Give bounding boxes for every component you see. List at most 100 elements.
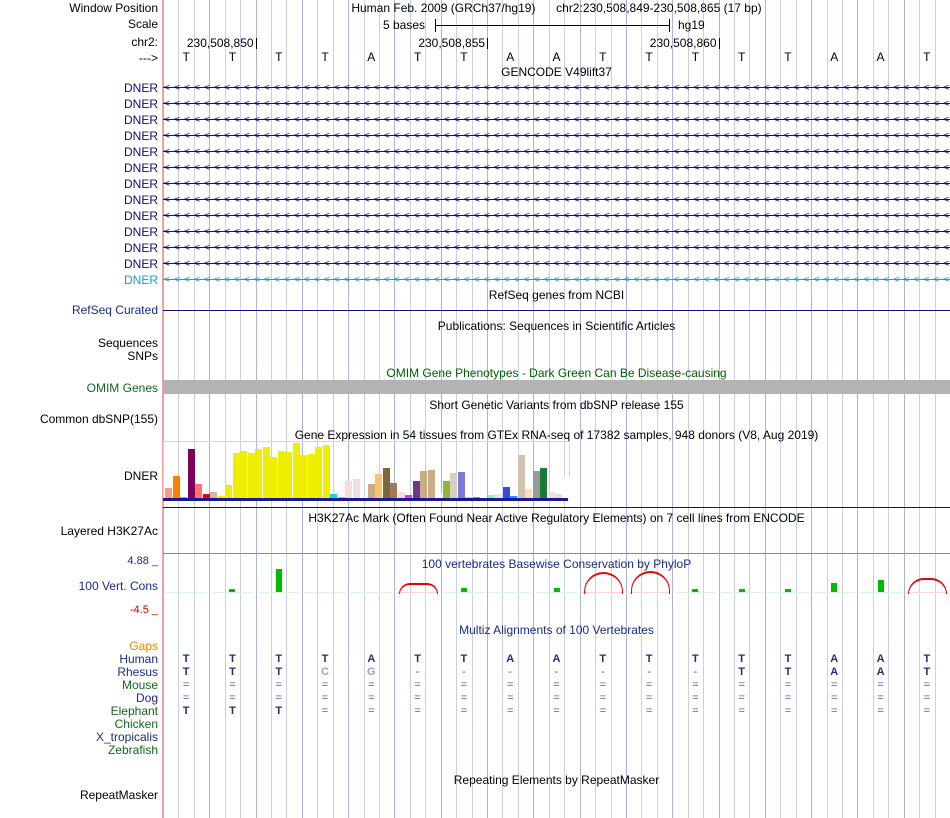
gtex-tissue-bar[interactable]	[518, 455, 525, 498]
gene-row[interactable]: <<<<<<<<<<<<<<<<<<<<<<<<<<<<<<<<<<<<<<<<…	[163, 209, 950, 223]
omim-gene-bar[interactable]	[163, 380, 950, 394]
gene-row[interactable]: <<<<<<<<<<<<<<<<<<<<<<<<<<<<<<<<<<<<<<<<…	[163, 177, 950, 191]
gtex-tissue-bar[interactable]	[180, 497, 187, 498]
sequences-label[interactable]: Sequences	[97, 336, 158, 350]
gtex-tissue-bar[interactable]	[338, 497, 345, 498]
gene-name-label[interactable]: DNER	[123, 177, 158, 191]
gtex-tissue-bar[interactable]	[218, 496, 225, 498]
gtex-tissue-bar[interactable]	[375, 474, 382, 498]
gtex-tissue-bar[interactable]	[428, 470, 435, 498]
h3k27ac-center-label[interactable]: H3K27Ac Mark (Often Found Near Active Re…	[308, 511, 805, 525]
species-label-x_tropicalis[interactable]: X_tropicalis	[95, 730, 158, 744]
gtex-tissue-bar[interactable]	[465, 497, 472, 498]
gene-row[interactable]: <<<<<<<<<<<<<<<<<<<<<<<<<<<<<<<<<<<<<<<<…	[163, 161, 950, 175]
gtex-tissue-bar[interactable]	[240, 451, 247, 498]
gencode-center-label[interactable]: GENCODE V49lift37	[501, 65, 612, 79]
gene-name-label[interactable]: DNER	[123, 113, 158, 127]
gene-name-label[interactable]: DNER	[123, 209, 158, 223]
gtex-tissue-bar[interactable]	[233, 453, 240, 498]
gtex-tissue-bar[interactable]	[548, 492, 555, 498]
gtex-tissue-bar[interactable]	[525, 489, 532, 498]
gene-name-label[interactable]: DNER	[123, 273, 158, 287]
omim-center-label[interactable]: OMIM Gene Phenotypes - Dark Green Can Be…	[386, 366, 727, 380]
gtex-tissue-bar[interactable]	[203, 494, 210, 498]
gtex-tissue-bar[interactable]	[390, 483, 397, 498]
gtex-tissue-bar[interactable]	[255, 449, 262, 498]
gtex-tissue-bar[interactable]	[413, 481, 420, 498]
gtex-tissue-bar[interactable]	[398, 492, 405, 498]
coordinate-ruler[interactable]: 230,508,850 230,508,855 230,508,860	[163, 36, 950, 52]
gene-name-label[interactable]: DNER	[123, 257, 158, 271]
publications-center-label[interactable]: Publications: Sequences in Scientific Ar…	[437, 319, 676, 333]
gtex-center-label[interactable]: Gene Expression in 54 tissues from GTEx …	[294, 428, 819, 442]
gtex-tissue-bar[interactable]	[293, 443, 300, 498]
gtex-tissue-bar[interactable]	[420, 471, 427, 498]
gtex-tissue-bar[interactable]	[308, 454, 315, 498]
refseq-curated-label[interactable]: RefSeq Curated	[71, 303, 158, 317]
gene-name-label[interactable]: DNER	[123, 81, 158, 95]
gtex-tissue-bar[interactable]	[195, 484, 202, 498]
common-dbsnp-label[interactable]: Common dbSNP(155)	[39, 412, 158, 426]
gene-name-label[interactable]: DNER	[123, 145, 158, 159]
gtex-tissue-bar[interactable]	[495, 494, 502, 498]
gtex-tissue-bar[interactable]	[165, 488, 172, 498]
gtex-tissue-bar[interactable]	[510, 496, 517, 498]
phylop-center-label[interactable]: 100 vertebrates Basewise Conservation by…	[421, 557, 692, 571]
species-label-rhesus[interactable]: Rhesus	[117, 665, 158, 679]
snps-label[interactable]: SNPs	[127, 349, 158, 363]
gtex-tissue-bar[interactable]	[383, 468, 390, 498]
gene-row[interactable]: <<<<<<<<<<<<<<<<<<<<<<<<<<<<<<<<<<<<<<<<…	[163, 81, 950, 95]
gene-row[interactable]: <<<<<<<<<<<<<<<<<<<<<<<<<<<<<<<<<<<<<<<<…	[163, 145, 950, 159]
gtex-tissue-bar[interactable]	[488, 495, 495, 498]
gtex-tissue-bar[interactable]	[360, 497, 367, 498]
gene-name-label[interactable]: DNER	[123, 193, 158, 207]
gtex-tissue-bar[interactable]	[563, 477, 570, 498]
gtex-tissue-bar[interactable]	[458, 472, 465, 498]
gtex-tissue-bar[interactable]	[435, 493, 442, 498]
gtex-tissue-bar[interactable]	[540, 468, 547, 498]
gene-row[interactable]: <<<<<<<<<<<<<<<<<<<<<<<<<<<<<<<<<<<<<<<<…	[163, 257, 950, 271]
gtex-tissue-bar[interactable]	[345, 481, 352, 498]
multiz-center-label[interactable]: Multiz Alignments of 100 Vertebrates	[459, 623, 654, 637]
repeatmasker-label[interactable]: RepeatMasker	[79, 788, 158, 802]
gene-row[interactable]: <<<<<<<<<<<<<<<<<<<<<<<<<<<<<<<<<<<<<<<<…	[163, 273, 950, 287]
gene-row[interactable]: <<<<<<<<<<<<<<<<<<<<<<<<<<<<<<<<<<<<<<<<…	[163, 225, 950, 239]
gtex-tissue-bar[interactable]	[225, 485, 232, 498]
refseq-center-label[interactable]: RefSeq genes from NCBI	[488, 288, 625, 302]
gtex-expression-barchart[interactable]	[163, 441, 950, 506]
gtex-tissue-bar[interactable]	[555, 494, 562, 498]
gtex-tissue-bar[interactable]	[188, 449, 195, 498]
gtex-tissue-bar[interactable]	[330, 494, 337, 498]
gene-name-label[interactable]: DNER	[123, 241, 158, 255]
species-label-chicken[interactable]: Chicken	[114, 717, 158, 731]
gtex-tissue-bar[interactable]	[473, 497, 480, 498]
gtex-tissue-bar[interactable]	[315, 447, 322, 498]
gene-row[interactable]: <<<<<<<<<<<<<<<<<<<<<<<<<<<<<<<<<<<<<<<<…	[163, 113, 950, 127]
gtex-tissue-bar[interactable]	[248, 453, 255, 498]
phylop-conservation-chart[interactable]	[163, 560, 950, 612]
gtex-tissue-bar[interactable]	[353, 479, 360, 498]
gene-name-label[interactable]: DNER	[123, 129, 158, 143]
gene-name-label[interactable]: DNER	[123, 225, 158, 239]
gene-name-label[interactable]: DNER	[123, 161, 158, 175]
species-label-dog[interactable]: Dog	[135, 691, 158, 705]
gtex-tissue-bar[interactable]	[503, 487, 510, 498]
omim-genes-label[interactable]: OMIM Genes	[86, 381, 158, 395]
gtex-tissue-bar[interactable]	[405, 495, 412, 498]
gene-row[interactable]: <<<<<<<<<<<<<<<<<<<<<<<<<<<<<<<<<<<<<<<<…	[163, 241, 950, 255]
gtex-tissue-bar[interactable]	[533, 471, 540, 498]
gtex-tissue-bar[interactable]	[285, 452, 292, 498]
gtex-tissue-bar[interactable]	[443, 481, 450, 498]
gtex-tissue-bar[interactable]	[210, 492, 217, 498]
position-text[interactable]: chr2:230,508,849-230,508,865 (17 bp)	[556, 1, 762, 15]
gene-row[interactable]: <<<<<<<<<<<<<<<<<<<<<<<<<<<<<<<<<<<<<<<<…	[163, 97, 950, 111]
gtex-tissue-bar[interactable]	[450, 473, 457, 498]
gene-name-label[interactable]: DNER	[123, 97, 158, 111]
repeatmasker-center-label[interactable]: Repeating Elements by RepeatMasker	[453, 773, 660, 787]
gtex-tissue-bar[interactable]	[263, 447, 270, 498]
gtex-tissue-bar[interactable]	[300, 455, 307, 498]
phylop-track-label[interactable]: 100 Vert. Cons	[78, 579, 158, 593]
gene-row[interactable]: <<<<<<<<<<<<<<<<<<<<<<<<<<<<<<<<<<<<<<<<…	[163, 193, 950, 207]
gtex-left-label[interactable]: DNER	[123, 469, 158, 483]
